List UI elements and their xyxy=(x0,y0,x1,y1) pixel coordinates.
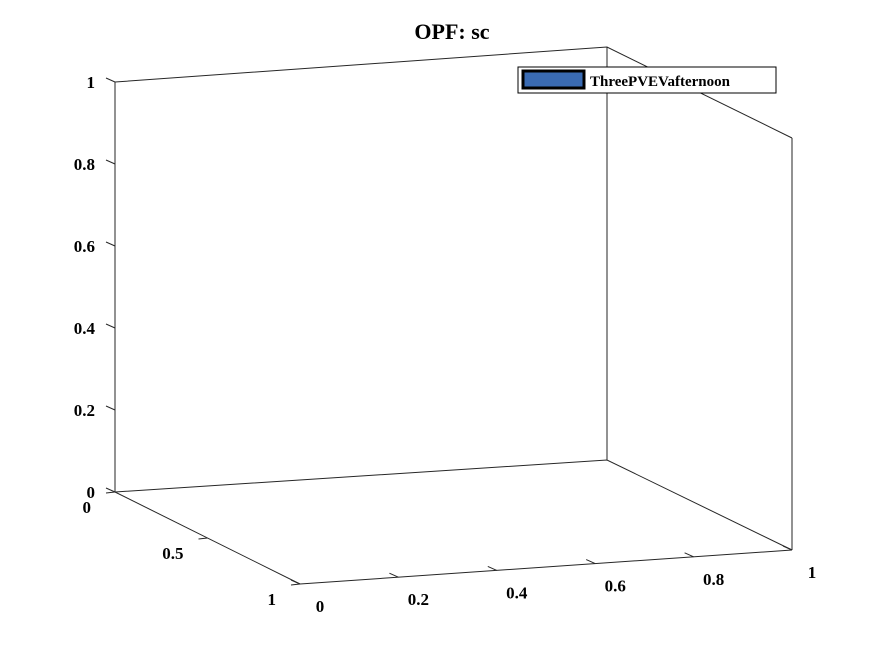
z-tick-mark xyxy=(105,487,116,493)
chart-title: OPF: sc xyxy=(414,19,489,44)
x-tick-label: 0.2 xyxy=(408,590,429,609)
floor-back-edges xyxy=(114,459,793,551)
x-tick-mark xyxy=(782,545,793,551)
z-tick-label: 0.8 xyxy=(74,155,95,174)
y-tick-mark xyxy=(105,491,116,494)
z-tick-label: 1 xyxy=(87,73,96,92)
x-tick-label: 0.8 xyxy=(703,570,724,589)
z-tick-mark xyxy=(105,323,116,329)
y-axis: 00.51 xyxy=(83,491,301,609)
z-tick-label: 0.4 xyxy=(74,319,96,338)
z-tick-mark xyxy=(105,77,116,83)
y-tick-mark xyxy=(290,583,301,586)
y-tick-label: 1 xyxy=(268,590,277,609)
z-axis: 0 0.2 0.4 0.6 0.8 1 xyxy=(74,73,116,502)
z-tick-mark xyxy=(105,405,116,411)
x-tick-mark xyxy=(585,559,596,565)
x-tick-label: 0 xyxy=(316,597,325,616)
legend-label-threepvevafternoon: ThreePVEVafternoon xyxy=(590,74,731,90)
z-tick-mark xyxy=(105,159,116,165)
x-axis: 0 0.2 0.4 0.6 0.8 1 xyxy=(290,545,817,616)
x-axis-line xyxy=(299,549,793,585)
legend: ThreePVEVafternoon xyxy=(517,66,777,94)
y-tick-label: 0 xyxy=(83,498,92,517)
x-tick-label: 1 xyxy=(808,563,817,582)
legend-swatch-threepvevafternoon xyxy=(521,69,586,90)
x-tick-mark xyxy=(684,552,694,558)
x-tick-label: 0.6 xyxy=(605,577,626,596)
z-tick-label: 0 xyxy=(87,483,96,502)
y-tick-label: 0.5 xyxy=(162,544,183,563)
x-tick-mark xyxy=(487,565,498,571)
z-tick-mark xyxy=(105,241,116,247)
z-tick-label: 0.6 xyxy=(74,237,95,256)
x-tick-mark xyxy=(290,579,301,585)
x-tick-label: 0.4 xyxy=(506,583,528,602)
y-tick-mark xyxy=(198,537,208,540)
z-tick-label: 0.2 xyxy=(74,401,95,420)
x-tick-mark xyxy=(389,572,399,578)
